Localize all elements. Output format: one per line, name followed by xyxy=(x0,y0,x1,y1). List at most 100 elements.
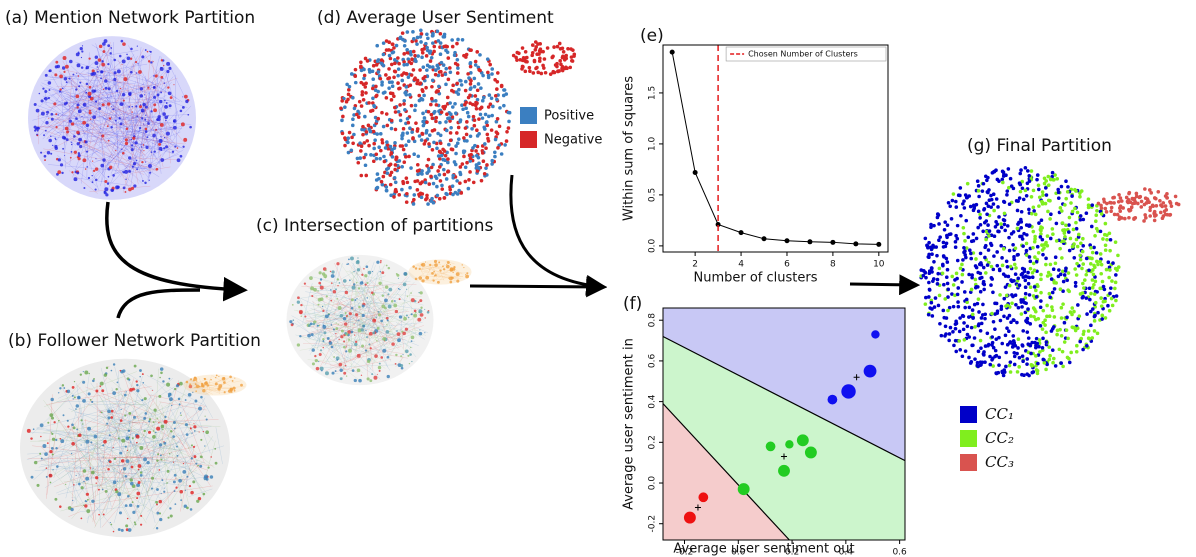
user-node xyxy=(951,192,956,196)
network-node xyxy=(55,113,58,116)
network-node xyxy=(410,340,413,343)
user-node xyxy=(362,141,367,145)
network-node xyxy=(330,282,333,284)
user-node xyxy=(1062,228,1067,232)
user-node xyxy=(1121,206,1125,210)
network-edge xyxy=(321,364,402,368)
network-node xyxy=(106,182,110,185)
user-node xyxy=(958,316,962,320)
user-node xyxy=(955,236,960,241)
network-edge xyxy=(57,122,171,133)
network-node xyxy=(66,130,69,134)
legend-swatch xyxy=(520,107,537,124)
user-node xyxy=(453,61,458,66)
network-edge xyxy=(76,431,161,478)
network-edge xyxy=(83,146,142,170)
network-edge xyxy=(59,72,184,150)
network-node xyxy=(42,444,47,449)
user-node xyxy=(1048,273,1053,277)
network-node xyxy=(40,151,43,154)
data-line xyxy=(671,52,879,245)
network-node xyxy=(58,420,60,422)
network-node xyxy=(412,265,415,268)
network-node xyxy=(54,144,58,149)
user-node xyxy=(1020,354,1025,359)
user-node xyxy=(1127,191,1131,196)
user-node xyxy=(400,187,404,192)
user-node xyxy=(1042,246,1046,250)
network-edge xyxy=(50,118,104,157)
network-node xyxy=(118,54,122,58)
user-node xyxy=(1063,203,1067,207)
network-node xyxy=(418,309,423,314)
network-node xyxy=(167,91,172,96)
user-node xyxy=(1067,360,1072,365)
user-node xyxy=(1075,343,1079,348)
network-edge xyxy=(130,408,205,532)
user-node xyxy=(534,45,538,49)
y-tick-label: 0.0 xyxy=(648,238,658,253)
network-node xyxy=(179,381,183,386)
network-node xyxy=(141,160,144,164)
network-node xyxy=(103,373,108,377)
user-node xyxy=(990,311,994,316)
user-node xyxy=(425,32,429,37)
network-node xyxy=(35,108,40,113)
network-node xyxy=(36,134,39,137)
user-node xyxy=(1014,302,1018,307)
user-node xyxy=(450,115,455,119)
user-node xyxy=(988,354,992,359)
user-node xyxy=(1078,217,1083,222)
network-node xyxy=(223,391,226,394)
user-node xyxy=(381,174,386,179)
user-node xyxy=(1023,291,1028,296)
network-edge xyxy=(156,404,205,498)
network-node xyxy=(119,419,123,422)
network-edge xyxy=(65,133,76,141)
network-node xyxy=(101,488,104,491)
user-node xyxy=(453,190,458,195)
network-edge xyxy=(82,476,185,480)
network-edge xyxy=(315,262,343,347)
network-node xyxy=(127,429,131,432)
network-node xyxy=(385,316,389,320)
user-node xyxy=(963,305,968,310)
network-edge xyxy=(147,477,155,493)
network-node xyxy=(40,111,45,116)
user-node xyxy=(1100,317,1104,321)
user-node xyxy=(387,76,392,80)
network-node xyxy=(121,469,123,471)
network-edge xyxy=(131,438,152,479)
network-node xyxy=(81,50,84,53)
user-node xyxy=(1102,287,1107,292)
network-node xyxy=(192,480,196,484)
network-node xyxy=(356,298,358,300)
user-node xyxy=(1169,204,1174,208)
network-edge xyxy=(353,317,373,339)
user-node xyxy=(1058,246,1062,251)
user-node xyxy=(1056,274,1061,279)
network-node xyxy=(207,466,210,469)
network-node xyxy=(465,274,469,279)
user-node xyxy=(359,64,363,69)
network-node xyxy=(63,77,68,81)
network-node xyxy=(104,187,109,192)
network-node xyxy=(194,383,197,386)
user-node xyxy=(942,282,946,287)
user-node xyxy=(1143,213,1147,217)
network-node xyxy=(107,175,110,178)
network-node xyxy=(48,117,50,119)
network-edge xyxy=(209,383,220,390)
user-node xyxy=(1040,226,1045,230)
network-node xyxy=(84,504,88,508)
user-node xyxy=(444,82,448,87)
network-edge xyxy=(421,265,424,273)
user-node xyxy=(1028,266,1033,271)
user-node xyxy=(436,169,440,173)
user-node xyxy=(1081,244,1086,248)
user-node xyxy=(379,148,383,153)
network-node xyxy=(160,59,163,62)
user-node xyxy=(954,271,959,276)
network-edge xyxy=(171,437,190,507)
network-node xyxy=(130,186,135,190)
